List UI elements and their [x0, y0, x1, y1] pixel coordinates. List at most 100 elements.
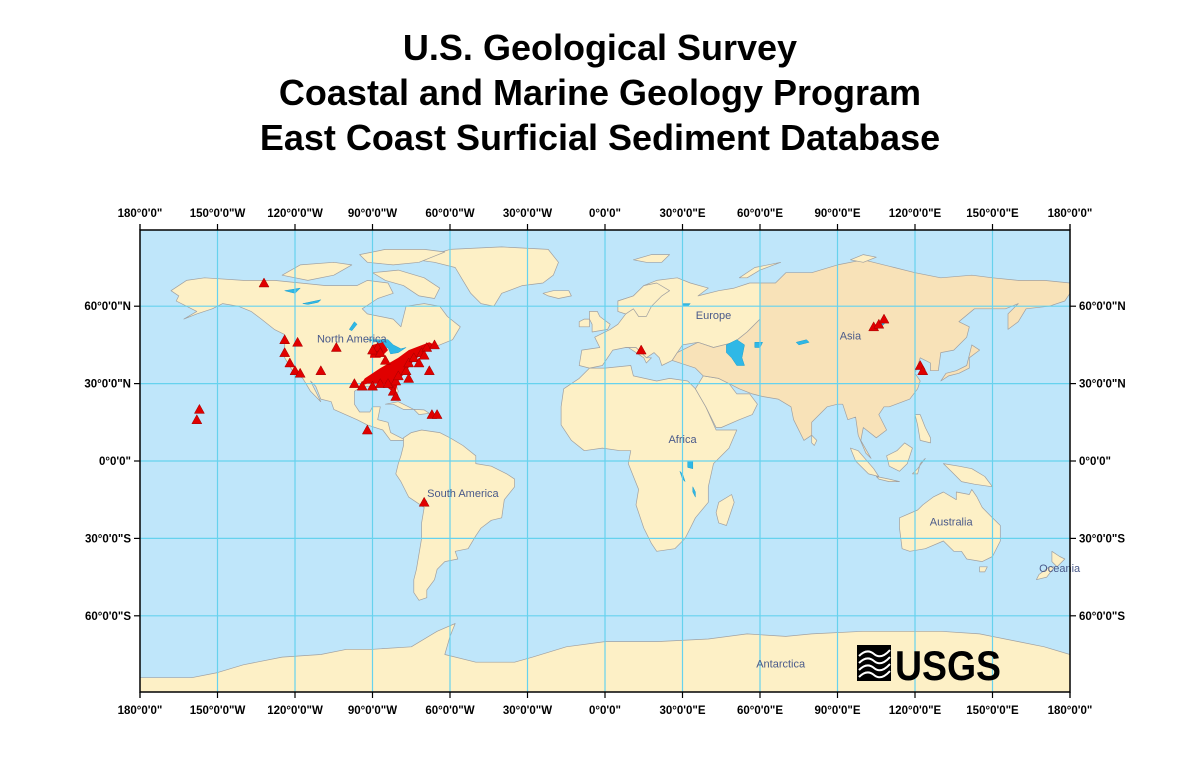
sample-site-triangle[interactable]: [374, 347, 386, 357]
sample-site-triangle[interactable]: [292, 336, 304, 347]
sample-site-triangle[interactable]: [418, 349, 430, 360]
land-iceland: [542, 290, 572, 299]
sample-site-triangle[interactable]: [294, 367, 306, 378]
land-scandinavia-south: [617, 282, 670, 317]
land-ireland: [578, 318, 590, 328]
sample-site-triangle[interactable]: [421, 341, 433, 352]
land-cuba: [385, 401, 415, 410]
sample-site-triangle[interactable]: [382, 378, 394, 388]
lake-lake-victoria: [687, 460, 694, 470]
right-axis-label: 60°0'0"N: [1079, 301, 1126, 313]
sample-site-triangle[interactable]: [191, 414, 203, 424]
sample-site-triangle[interactable]: [418, 496, 430, 507]
right-axis-label: 30°0'0"S: [1079, 533, 1125, 545]
sample-site-triangle[interactable]: [390, 390, 402, 401]
usgs-wave-stripe: [858, 670, 891, 679]
map-title-line-2: Coastal and Marine Geology Program: [278, 72, 922, 113]
bottom-axis-label: 180°0'0": [118, 705, 163, 717]
sample-site-triangle[interactable]: [279, 347, 291, 357]
sample-sites: [191, 277, 929, 507]
sample-site-triangle[interactable]: [403, 372, 415, 383]
sample-site-triangle[interactable]: [379, 354, 391, 365]
lake-lake-winnipeg: [348, 321, 358, 332]
top-axis-label: 60°0'0"E: [737, 208, 783, 220]
sample-site-triangle[interactable]: [330, 341, 342, 352]
top-axis-label: 150°0'0"W: [190, 208, 246, 220]
sample-site-triangle[interactable]: [917, 365, 929, 375]
sample-site-triangle[interactable]: [348, 378, 360, 388]
sample-site-triangle[interactable]: [390, 375, 402, 386]
bottom-axis-label: 150°0'0"E: [966, 705, 1019, 717]
left-axis-label: 0°0'0": [99, 456, 131, 468]
sample-site-triangle[interactable]: [367, 380, 378, 391]
sample-site-triangle[interactable]: [289, 365, 301, 375]
sample-site-triangle[interactable]: [392, 370, 404, 381]
sample-site-triangle[interactable]: [374, 378, 386, 388]
sample-site-triangle[interactable]: [400, 365, 412, 375]
top-axis-label: 120°0'0"W: [267, 208, 323, 220]
top-axis-label: 90°0'0"W: [348, 208, 397, 220]
land-philippines: [914, 414, 931, 444]
usgs-wave-stripe: [858, 649, 891, 658]
land-asia: [671, 259, 1070, 459]
sample-site-triangle[interactable]: [878, 313, 890, 324]
top-axis-label: 120°0'0"E: [889, 208, 942, 220]
bottom-axis-label: 60°0'0"W: [425, 705, 474, 717]
usgs-logo: USGS: [857, 642, 1001, 689]
left-axis-label: 60°0'0"N: [84, 301, 131, 313]
sample-site-triangle[interactable]: [635, 344, 647, 355]
land-madagascar: [715, 494, 735, 526]
graticule: [140, 230, 1070, 692]
sample-site-triangle[interactable]: [356, 380, 368, 391]
region-label-south-america: South America: [427, 488, 499, 500]
top-axis-label: 180°0'0": [118, 208, 163, 220]
land-svalbard: [633, 254, 670, 263]
map-title-line-3: East Coast Surficial Sediment Database: [259, 117, 941, 158]
land-baffin: [372, 269, 441, 299]
land-south-america: [395, 429, 515, 601]
land-new-zealand-n: [1051, 550, 1066, 568]
sample-site-triangle[interactable]: [367, 344, 378, 355]
top-axis-label: 30°0'0"E: [659, 208, 705, 220]
lake-great-bear-lake: [284, 287, 301, 294]
land-severnaya: [850, 254, 877, 263]
land-canada-arctic-2: [359, 249, 446, 266]
region-label-africa: Africa: [668, 434, 697, 446]
land-japan: [940, 344, 980, 382]
top-axis-label: 60°0'0"W: [425, 208, 474, 220]
sample-site-triangle[interactable]: [361, 424, 373, 435]
sample-site-triangle[interactable]: [403, 357, 415, 368]
region-label-antarctica: Antarctica: [756, 658, 806, 670]
sample-site-triangle[interactable]: [873, 318, 885, 329]
axis-ticks: 180°0'0" 150°0'0"W 120°0'0"W 90°0'0"W 60°0'0…: [84, 208, 1125, 717]
sample-site-triangle[interactable]: [408, 352, 420, 363]
lake-caspian-sea: [726, 339, 745, 366]
sample-site-triangle[interactable]: [431, 409, 443, 419]
sample-site-triangle[interactable]: [423, 365, 435, 375]
land-australia: [899, 489, 1001, 562]
sample-site-triangle[interactable]: [315, 365, 327, 375]
lakes: [284, 287, 887, 505]
map-title-line-1: U.S. Geological Survey: [402, 27, 798, 68]
sample-site-triangle[interactable]: [429, 339, 440, 350]
sample-site-triangle[interactable]: [284, 357, 296, 368]
land-tasmania: [979, 566, 988, 573]
top-axis-label: 90°0'0"E: [814, 208, 860, 220]
lake-lake-malawi: [692, 486, 696, 498]
bottom-axis-label: 120°0'0"E: [889, 705, 942, 717]
top-axis-label: 180°0'0": [1048, 208, 1093, 220]
sample-site-triangle[interactable]: [413, 357, 425, 368]
top-axis-label: 150°0'0"E: [966, 208, 1019, 220]
sample-site-triangle[interactable]: [193, 403, 205, 414]
sample-site-triangle[interactable]: [279, 334, 291, 344]
land-new-zealand-s: [1036, 566, 1055, 581]
top-axis-label: 0°0'0": [589, 208, 621, 220]
sample-site-triangle[interactable]: [258, 277, 270, 288]
bottom-axis-label: 180°0'0": [1048, 705, 1093, 717]
usgs-logo-text: USGS: [895, 642, 1001, 689]
right-axis-label: 30°0'0"N: [1079, 379, 1126, 391]
land-hispaniola: [413, 409, 430, 415]
region-label-europe: Europe: [696, 310, 731, 322]
left-axis-label: 60°0'0"S: [85, 611, 131, 623]
